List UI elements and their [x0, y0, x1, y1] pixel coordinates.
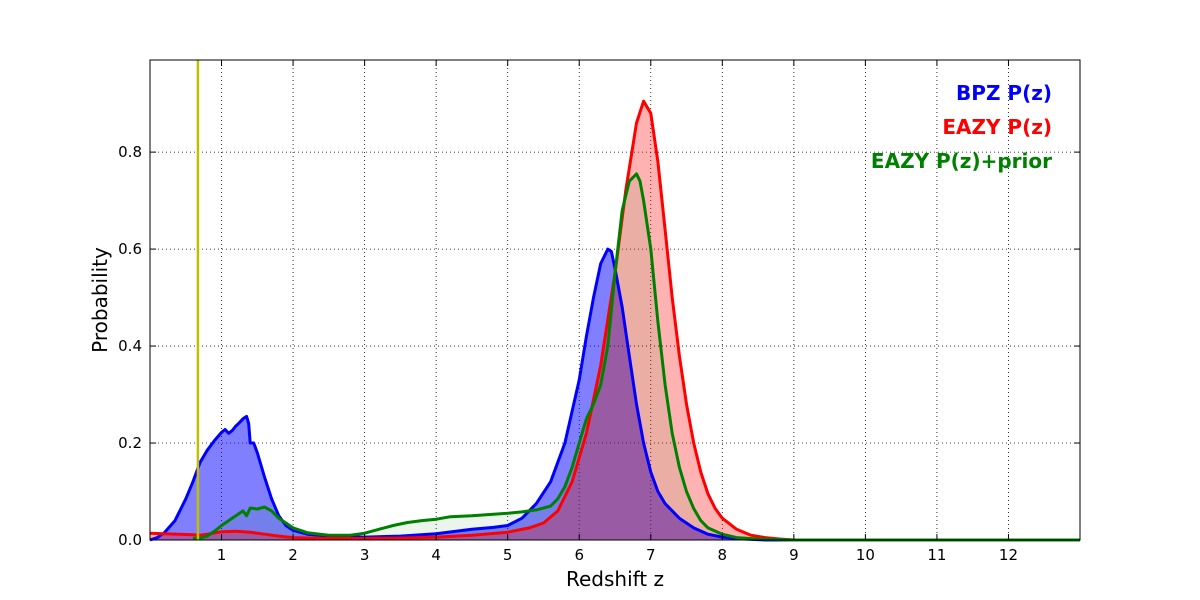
line-eazy-p-z — [149, 99, 1080, 542]
x-tick-label: 1 — [217, 546, 227, 564]
legend-eazy-p-z: EAZY P(z) — [942, 115, 1052, 139]
x-tick-label: 7 — [646, 546, 656, 564]
fill-bpz-p-z — [150, 249, 1080, 540]
x-tick-label: 11 — [927, 546, 946, 564]
legend-bpz-p-z: BPZ P(z) — [956, 81, 1052, 105]
x-tick-label: 6 — [574, 546, 584, 564]
fill-eazy-p-z — [150, 101, 1080, 540]
legend: BPZ P(z) EAZY P(z) EAZY P(z)+prior — [871, 81, 1052, 173]
y-tick-label: 0.4 — [118, 337, 142, 355]
x-tick-label: 5 — [503, 546, 513, 564]
fill-eazy-p-z-prior — [192, 173, 1080, 540]
line-bpz-p-z — [149, 247, 1080, 542]
x-axis-label: Redshift z — [566, 567, 664, 591]
legend-eazy-p-z-prior: EAZY P(z)+prior — [871, 149, 1052, 173]
x-tick-label: 9 — [789, 546, 799, 564]
x-tick-label: 3 — [360, 546, 370, 564]
series-lines — [149, 99, 1080, 542]
y-tick-label: 0.8 — [118, 143, 142, 161]
line-eazy-p-z-prior — [192, 172, 1080, 542]
x-tick-label: 10 — [856, 546, 875, 564]
y-axis-label: Probability — [88, 247, 112, 353]
plot-frame — [149, 59, 1081, 541]
axis-ticks: 1 2 3 4 5 6 7 8 9 10 11 120.00.20.40.60.8 — [118, 60, 1080, 564]
y-tick-label: 0.0 — [118, 531, 142, 549]
y-tick-label: 0.6 — [118, 240, 142, 258]
y-tick-label: 0.2 — [118, 434, 142, 452]
x-tick-label: 4 — [431, 546, 441, 564]
x-tick-label: 8 — [718, 546, 728, 564]
x-tick-label: 2 — [288, 546, 298, 564]
series-fills — [150, 101, 1080, 540]
x-tick-label: 12 — [999, 546, 1018, 564]
